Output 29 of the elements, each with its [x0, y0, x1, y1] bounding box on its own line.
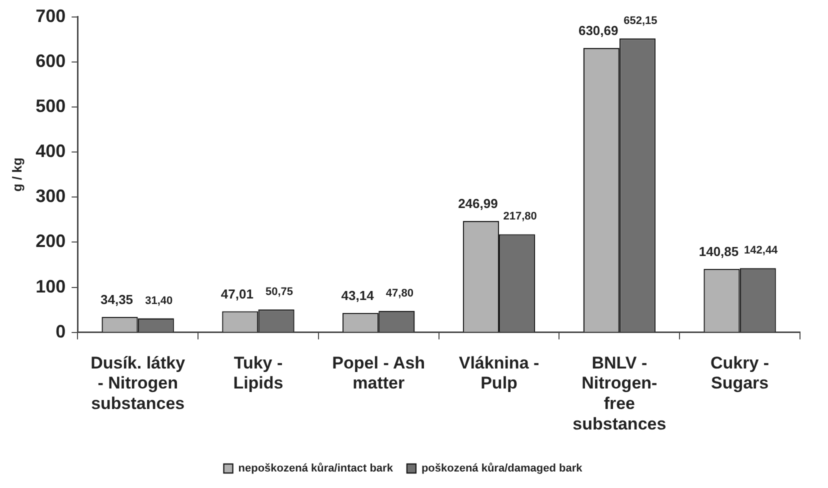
legend-label: nepoškozená kůra/intact bark [238, 462, 394, 475]
data-label: 34,35 [100, 292, 134, 307]
x-tick-label: Popel - Ash matter [332, 353, 426, 393]
data-label: 31,40 [145, 294, 173, 307]
y-tick-label: 300 [36, 186, 66, 206]
x-tick-label: BNLV - Nitrogen-free substances [572, 353, 666, 434]
data-label: 217,80 [503, 210, 537, 223]
data-label: 47,01 [220, 286, 254, 302]
y-tick-label: 500 [36, 96, 66, 116]
y-tick-label: 600 [36, 50, 66, 71]
legend-label: poškozená kůra/damaged bark [421, 462, 584, 475]
data-label: 630,69 [578, 23, 618, 38]
data-label: 50,75 [266, 286, 294, 298]
y-tick-label: 200 [36, 231, 66, 252]
x-tick-label: Dusík. látky - Nitrogen substances [90, 353, 186, 414]
y-tick-label: 700 [36, 6, 66, 26]
data-label: 47,80 [386, 287, 414, 300]
y-axis-title: g / kg [9, 158, 24, 192]
y-tick-label: 100 [36, 276, 66, 296]
data-label: 652,15 [624, 14, 658, 27]
y-tick-label: 400 [36, 141, 66, 162]
x-tick-label: Tuky - Lipids [233, 353, 284, 393]
data-label: 246,99 [458, 196, 498, 212]
data-label: 142,44 [744, 244, 779, 257]
data-label: 140,85 [698, 244, 739, 259]
x-tick-label: Vláknina - Pulp [458, 353, 540, 393]
x-tick-label: Cukry - Sugars [710, 353, 770, 393]
data-label: 43,14 [341, 288, 375, 304]
y-tick-label: 0 [56, 321, 66, 342]
